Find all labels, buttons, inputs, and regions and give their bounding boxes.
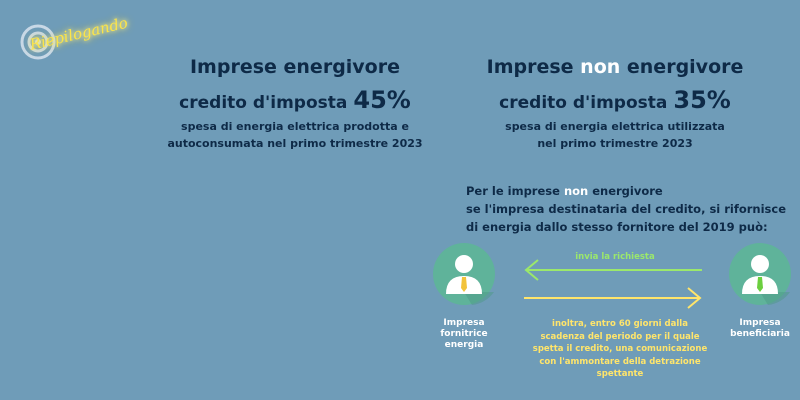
response-text: inoltra, entro 60 giorni dalla scadenza … [520, 318, 720, 381]
left-arrow-icon [524, 259, 702, 281]
right-desc-line: spesa di energia elettrica utilizzata [505, 120, 725, 133]
intro-text: Per le imprese non energivore se l'impre… [466, 182, 796, 236]
right-credit-value: 35% [673, 86, 731, 114]
beneficiary-label: Impresa beneficiaria [720, 318, 800, 340]
supplier-label-line: energia [444, 340, 484, 350]
left-title: Imprese energivore [189, 56, 400, 78]
supplier-label-line: fornitrice [440, 329, 488, 339]
left-credit: credito d'imposta 45% [160, 86, 430, 114]
right-desc-line: nel primo trimestre 2023 [537, 137, 693, 150]
beneficiary-label-line: Impresa [739, 318, 781, 328]
right-credit-label: credito d'imposta [499, 93, 668, 113]
intro-line: Per le imprese non energivore [466, 182, 796, 200]
response-line: spettante [596, 369, 644, 379]
supplier-person-icon [433, 243, 495, 305]
left-description: spesa di energia elettrica prodotta e au… [150, 118, 440, 152]
right-title: Imprese non energivore [470, 56, 760, 78]
right-description: spesa di energia elettrica utilizzata ne… [460, 118, 770, 152]
supplier-label: Impresa fornitrice energia [424, 318, 504, 351]
response-line: scadenza del periodo per il quale [540, 331, 700, 342]
intro-line1-highlight: non [563, 184, 589, 198]
response-line: spetta il credito, una comunicazione [532, 344, 708, 354]
beneficiary-label-line: beneficiaria [730, 329, 790, 339]
intro-line: se l'impresa destinataria del credito, s… [466, 202, 787, 216]
response-line: inoltra, entro 60 giorni dalla [552, 319, 688, 329]
left-credit-label: credito d'imposta [179, 93, 348, 113]
left-credit-value: 45% [353, 86, 411, 114]
intro-line: di energia dallo stesso fornitore del 20… [466, 220, 768, 234]
intro-line1-post: energivore [588, 184, 663, 198]
right-arrow-icon [524, 287, 702, 309]
beneficiary-person-icon [729, 243, 791, 305]
right-title-pre: Imprese [486, 56, 581, 78]
intro-line1-pre: Per le imprese [466, 184, 564, 198]
right-title-highlight: non [580, 56, 621, 78]
response-line: con l'ammontare della detrazione [539, 356, 701, 367]
target-icon [20, 24, 56, 60]
request-label: invia la richiesta [575, 252, 655, 262]
supplier-label-line: Impresa [443, 318, 485, 328]
right-title-post: energivore [620, 56, 744, 78]
left-desc-line: autoconsumata nel primo trimestre 2023 [167, 137, 423, 150]
right-credit: credito d'imposta 35% [470, 86, 760, 114]
left-desc-line: spesa di energia elettrica prodotta e [181, 120, 409, 133]
